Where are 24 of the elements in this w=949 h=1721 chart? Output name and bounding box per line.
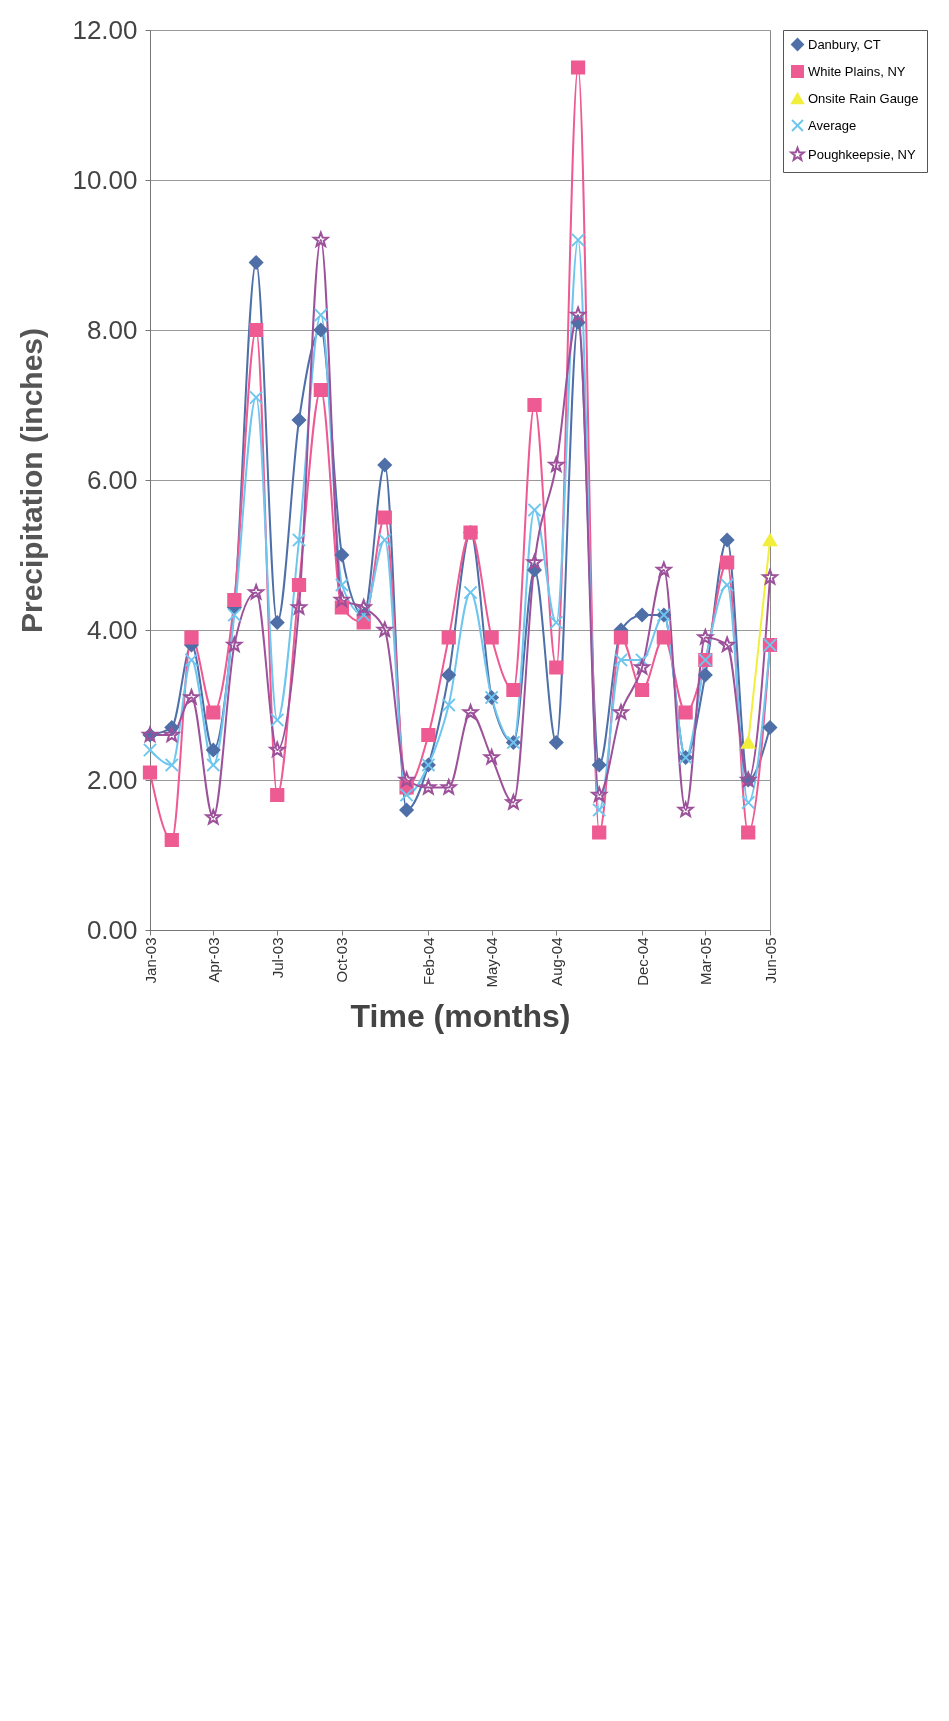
x-tick-label: Mar-05: [696, 937, 714, 986]
x-tick-label: Dec-04: [633, 937, 651, 986]
y-tick-label: 8.00: [86, 314, 138, 345]
legend-label: Onsite Rain Gauge: [808, 90, 919, 106]
x-tick-label: Aug-04: [547, 937, 565, 986]
legend-label: Poughkeepsie, NY: [808, 146, 917, 162]
x-tick-label: Feb-04: [419, 937, 437, 986]
y-axis-title: Precipitation (inches): [15, 327, 49, 634]
legend-label: Danbury, CT: [808, 36, 881, 52]
y-tick-label: 6.00: [86, 464, 138, 495]
x-tick-label: Jun-05: [761, 937, 779, 984]
x-tick-label: Apr-03: [204, 937, 222, 983]
x-tick-label: Oct-03: [333, 937, 351, 983]
x-tick-label: Jul-03: [268, 937, 286, 979]
y-tick-label: 12.00: [72, 14, 138, 45]
x-axis-title: Time (months): [350, 997, 571, 1034]
legend-label: Average: [808, 117, 857, 133]
y-tick-label: 2.00: [86, 764, 138, 795]
x-tick-label: Jan-03: [141, 937, 159, 984]
legend-label: White Plains, NY: [808, 63, 906, 79]
y-tick-label: 4.00: [86, 614, 138, 645]
y-tick-label: 0.00: [86, 914, 138, 945]
y-tick-label: 10.00: [72, 164, 138, 195]
x-tick-label: May-04: [483, 937, 501, 988]
